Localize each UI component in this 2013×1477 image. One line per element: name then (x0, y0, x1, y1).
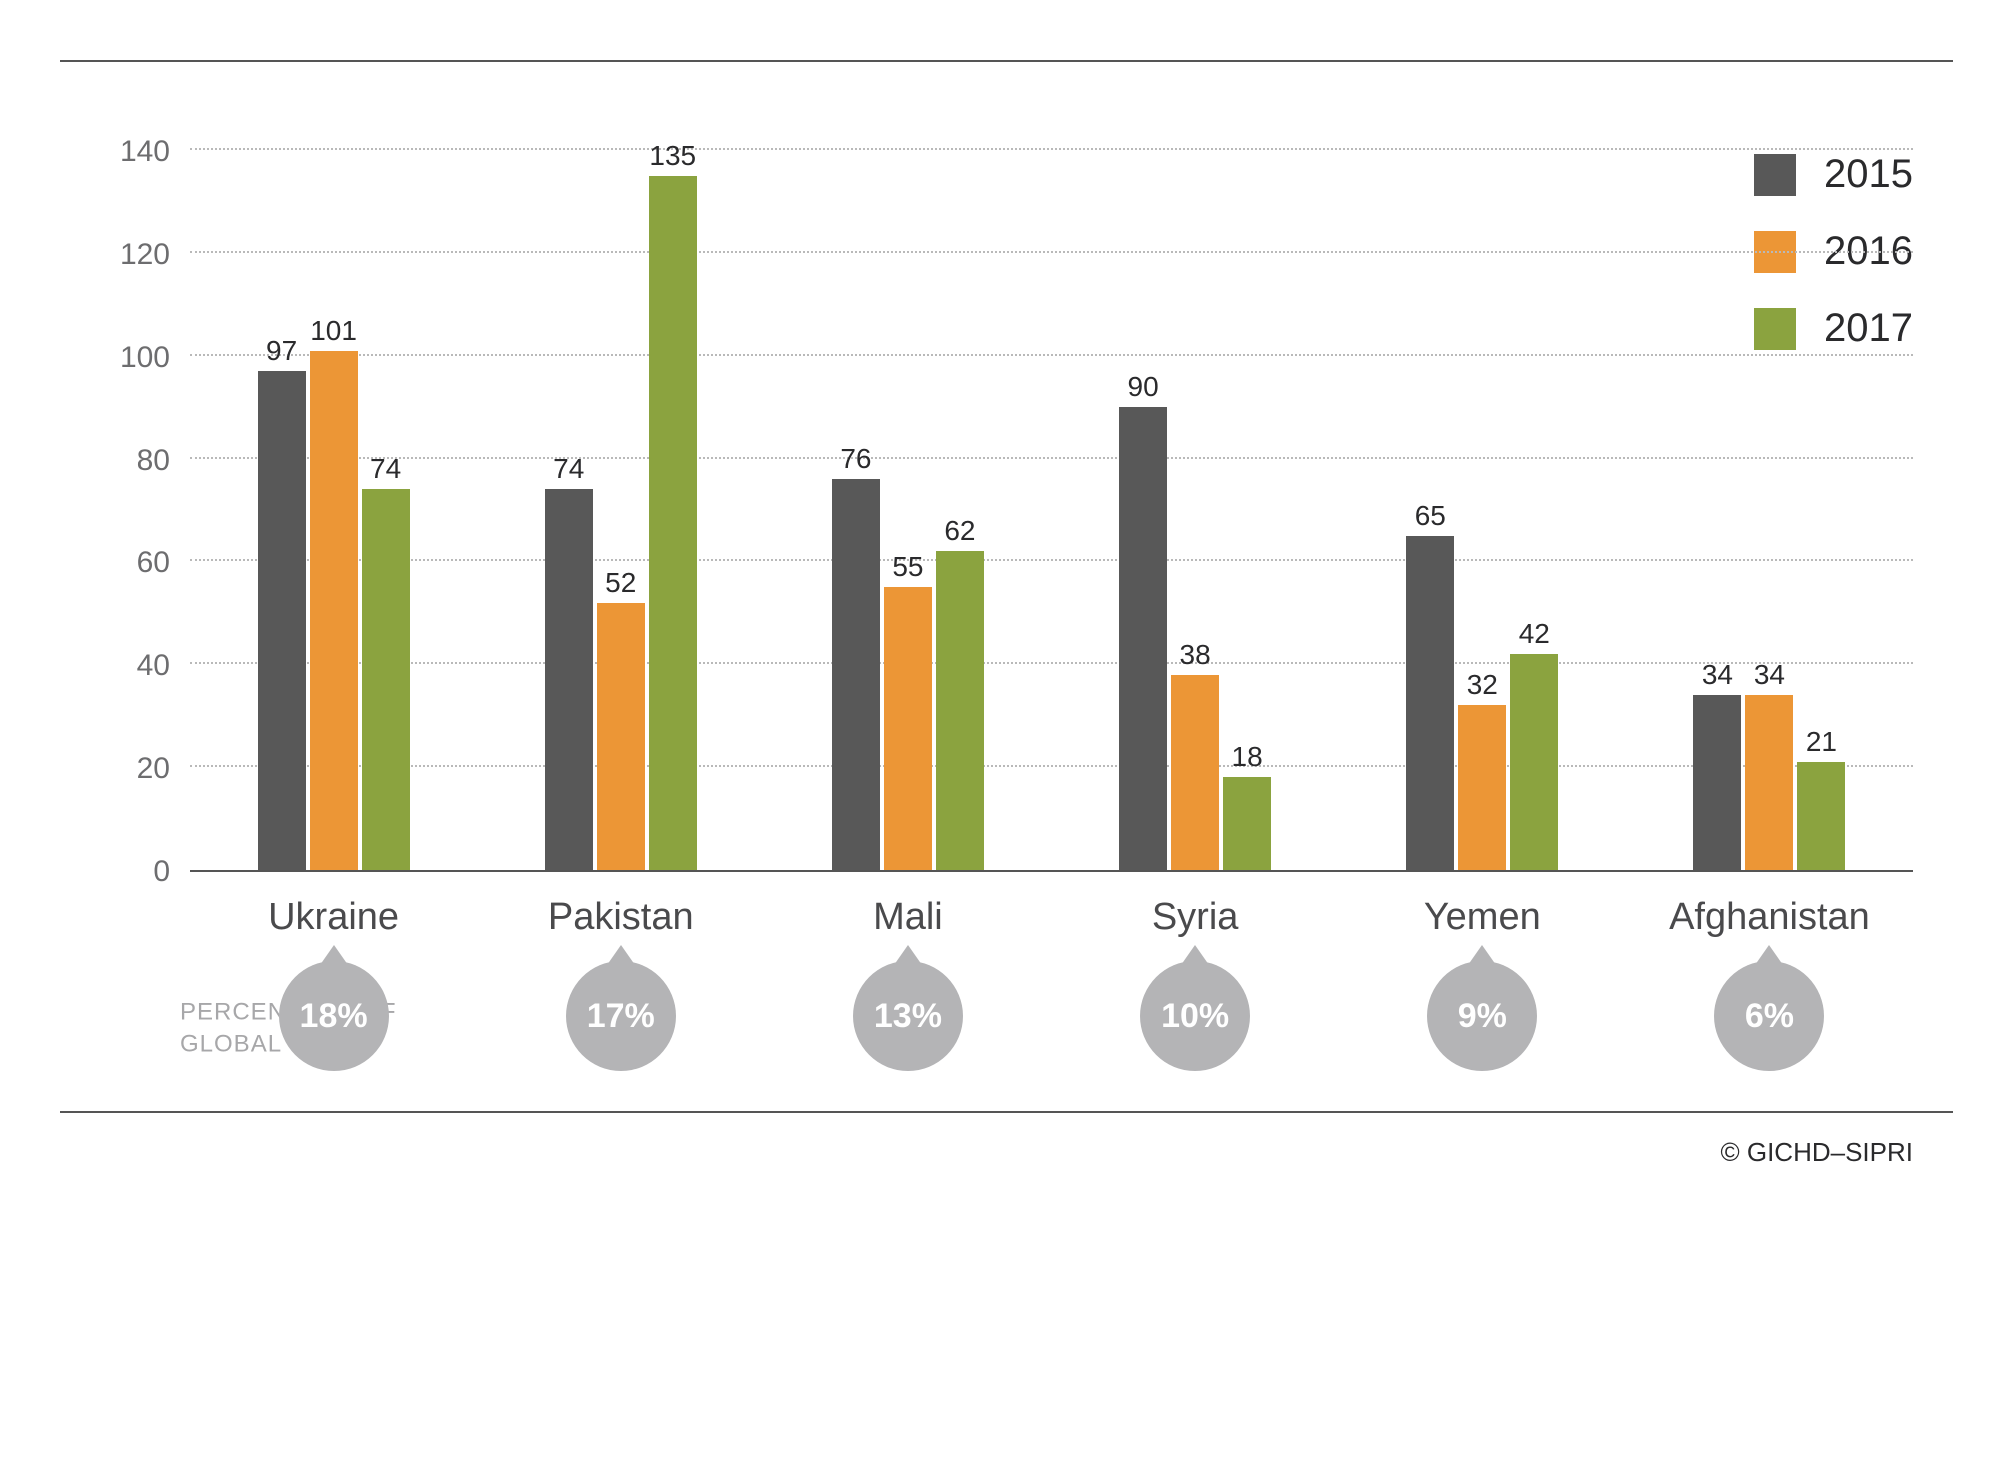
category-label: Mali (764, 896, 1051, 939)
bar: 74 (545, 489, 593, 870)
y-tick-label: 140 (120, 135, 170, 169)
bar-group: 765562 (764, 152, 1051, 870)
bar: 38 (1171, 675, 1219, 870)
chart-frame: 201520162017 020406080100120140 97101747… (60, 60, 1953, 1113)
bar: 135 (649, 176, 697, 870)
bar-value-label: 42 (1519, 618, 1550, 650)
percentage-badge: 13% (853, 961, 963, 1071)
bar-group: 653242 (1339, 152, 1626, 870)
bar-value-label: 62 (944, 515, 975, 547)
gridline (190, 148, 1913, 150)
bar-value-label: 18 (1232, 741, 1263, 773)
badge-cell: 9% (1339, 961, 1626, 1071)
y-tick-label: 60 (137, 546, 170, 580)
bar: 90 (1119, 407, 1167, 870)
percentage-badges-row: PERCENTAGE OF GLOBAL TOTAL 18%17%13%10%9… (190, 961, 1913, 1071)
bar-value-label: 32 (1467, 669, 1498, 701)
percentage-badge: 18% (279, 961, 389, 1071)
bar: 97 (258, 371, 306, 870)
bar-value-label: 34 (1702, 659, 1733, 691)
bar: 101 (310, 351, 358, 870)
bar-group: 903818 (1052, 152, 1339, 870)
bar-value-label: 52 (605, 567, 636, 599)
bar: 34 (1693, 695, 1741, 870)
bar: 62 (936, 551, 984, 870)
bar: 55 (884, 587, 932, 870)
category-label: Yemen (1339, 896, 1626, 939)
bar: 74 (362, 489, 410, 870)
bar: 21 (1797, 762, 1845, 870)
bars-row: 97101747452135765562903818653242343421 (190, 152, 1913, 870)
bar: 42 (1510, 654, 1558, 870)
badge-cell: 10% (1052, 961, 1339, 1071)
bar-value-label: 135 (649, 140, 696, 172)
bar-value-label: 38 (1180, 639, 1211, 671)
bar: 65 (1406, 536, 1454, 870)
bar-value-label: 55 (892, 551, 923, 583)
bar: 52 (597, 603, 645, 870)
credit-line: © GICHD–SIPRI (60, 1137, 1953, 1168)
bar-group: 9710174 (190, 152, 477, 870)
bar-value-label: 74 (370, 453, 401, 485)
y-tick-label: 0 (153, 855, 170, 889)
badge-cell: 13% (764, 961, 1051, 1071)
category-label: Afghanistan (1626, 896, 1913, 939)
bar: 18 (1223, 777, 1271, 870)
bar-value-label: 90 (1128, 371, 1159, 403)
bar-group: 343421 (1626, 152, 1913, 870)
bar-value-label: 101 (310, 315, 357, 347)
chart-area: 020406080100120140 971017474521357655629… (100, 152, 1913, 872)
category-label: Pakistan (477, 896, 764, 939)
category-label: Syria (1052, 896, 1339, 939)
category-label: Ukraine (190, 896, 477, 939)
y-tick-label: 100 (120, 341, 170, 375)
y-axis: 020406080100120140 (100, 152, 190, 872)
bar: 32 (1458, 705, 1506, 870)
bar: 76 (832, 479, 880, 870)
bar: 34 (1745, 695, 1793, 870)
y-tick-label: 120 (120, 238, 170, 272)
y-tick-label: 40 (137, 649, 170, 683)
plot-area: 97101747452135765562903818653242343421 (190, 152, 1913, 872)
y-tick-label: 80 (137, 444, 170, 478)
bar-value-label: 34 (1754, 659, 1785, 691)
percentage-badge: 6% (1714, 961, 1824, 1071)
bar-value-label: 97 (266, 335, 297, 367)
badge-cell: 6% (1626, 961, 1913, 1071)
y-tick-label: 20 (137, 752, 170, 786)
badge-cell: 17% (477, 961, 764, 1071)
bar-group: 7452135 (477, 152, 764, 870)
bar-value-label: 76 (840, 443, 871, 475)
bar-value-label: 65 (1415, 500, 1446, 532)
percentage-badge: 10% (1140, 961, 1250, 1071)
bar-value-label: 74 (553, 453, 584, 485)
percentage-badge: 17% (566, 961, 676, 1071)
bar-value-label: 21 (1806, 726, 1837, 758)
percentage-badge: 9% (1427, 961, 1537, 1071)
x-axis: UkrainePakistanMaliSyriaYemenAfghanistan (190, 896, 1913, 939)
